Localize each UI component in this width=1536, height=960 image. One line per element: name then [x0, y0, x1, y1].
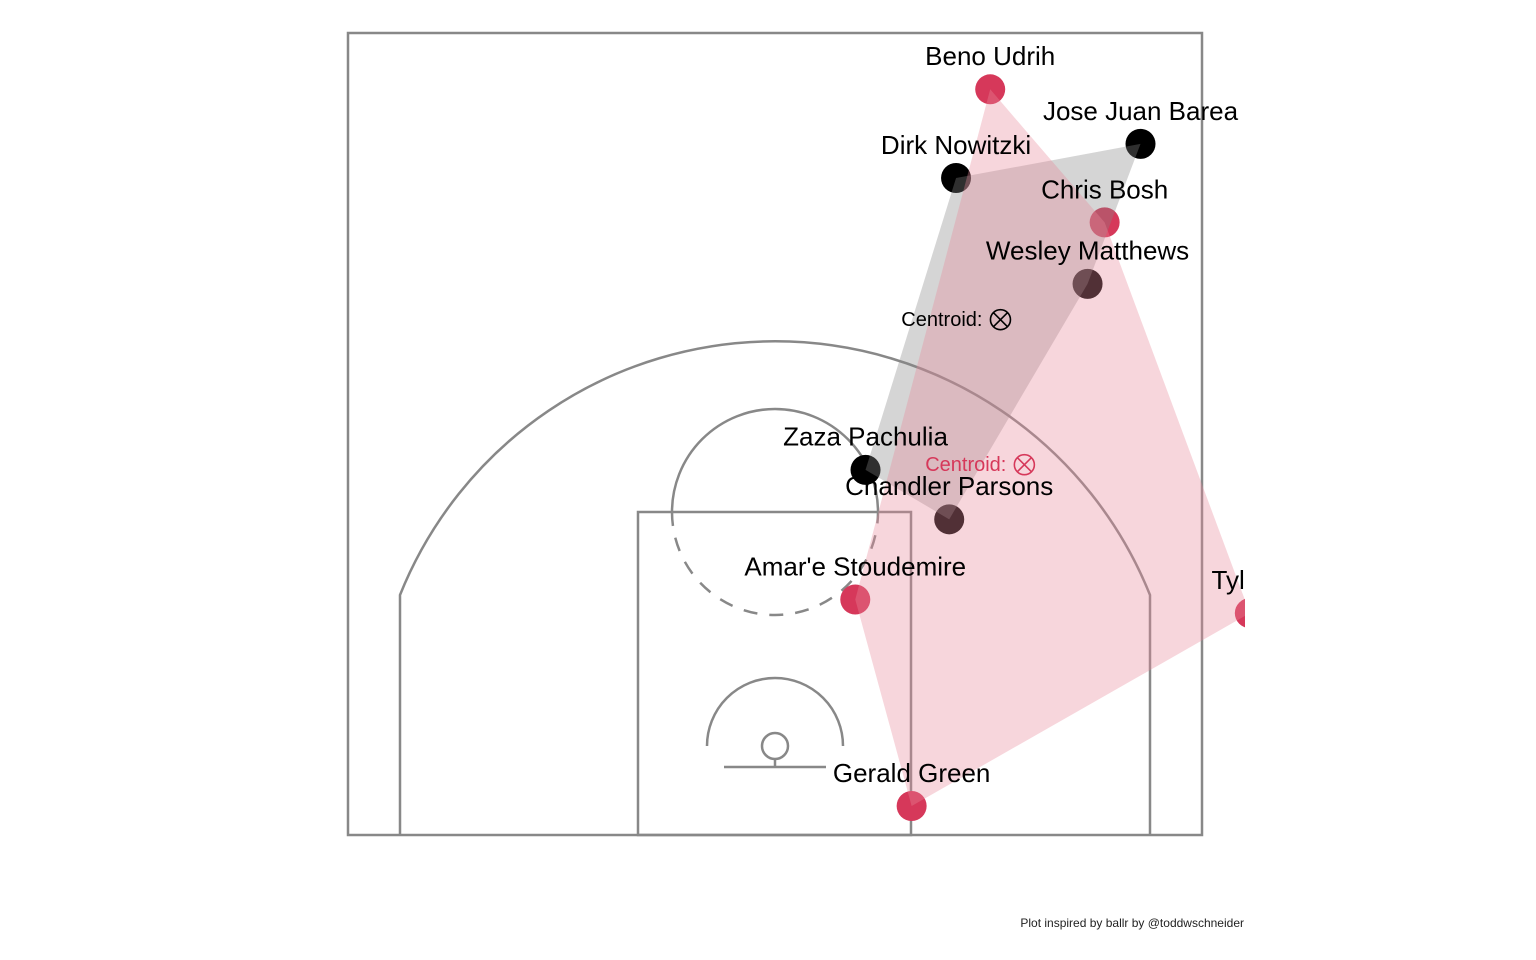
player-point: [840, 584, 871, 615]
centroid-marker: [1013, 453, 1036, 476]
player-point: [850, 454, 881, 485]
centroid-circle: [1013, 453, 1036, 476]
key: [636, 510, 913, 837]
centroid-label: Centroid:: [901, 309, 982, 331]
player-label: Gerald Green: [833, 758, 991, 788]
centroid-marker: [989, 308, 1012, 331]
centroid-cross: [992, 312, 1009, 328]
player-label: Wesley Matthews: [986, 236, 1189, 266]
caption: Plot inspired by ballr by @toddwschneide…: [1020, 916, 1244, 930]
hull: [865, 143, 1141, 520]
centroid-label: Centroid:: [925, 454, 1006, 476]
player-label: Amar'e Stoudemire: [744, 551, 966, 581]
player-point: [1089, 207, 1120, 238]
player-point: [934, 504, 965, 535]
restricted-area: [705, 676, 845, 747]
player-point: [896, 790, 927, 821]
free-throw-circle-dashed: [670, 511, 880, 617]
centroid-cross: [1016, 457, 1032, 473]
player-label: Beno Udrih: [925, 41, 1055, 71]
player-label: Chris Bosh: [1041, 174, 1168, 204]
plot-panel: Jose Juan Barea Dirk Nowitzki Wesley Matth…: [744, 41, 1289, 821]
player-label: Chandler Parsons: [845, 471, 1053, 501]
three-point-line: [398, 340, 1152, 835]
player-point: [1125, 128, 1156, 159]
rim: [760, 731, 790, 761]
player-point: [941, 163, 972, 194]
player-point: [1072, 268, 1103, 299]
player-label: Jose Juan Barea: [1043, 96, 1239, 126]
player-label: Tyler J: [1212, 565, 1289, 595]
player-label: Zaza Pachulia: [783, 422, 948, 452]
hull: [855, 89, 1245, 806]
player-label: Dirk Nowitzki: [881, 130, 1031, 160]
player-point: [1234, 598, 1245, 628]
player-point: [975, 74, 1006, 105]
centroid-circle: [989, 308, 1012, 331]
